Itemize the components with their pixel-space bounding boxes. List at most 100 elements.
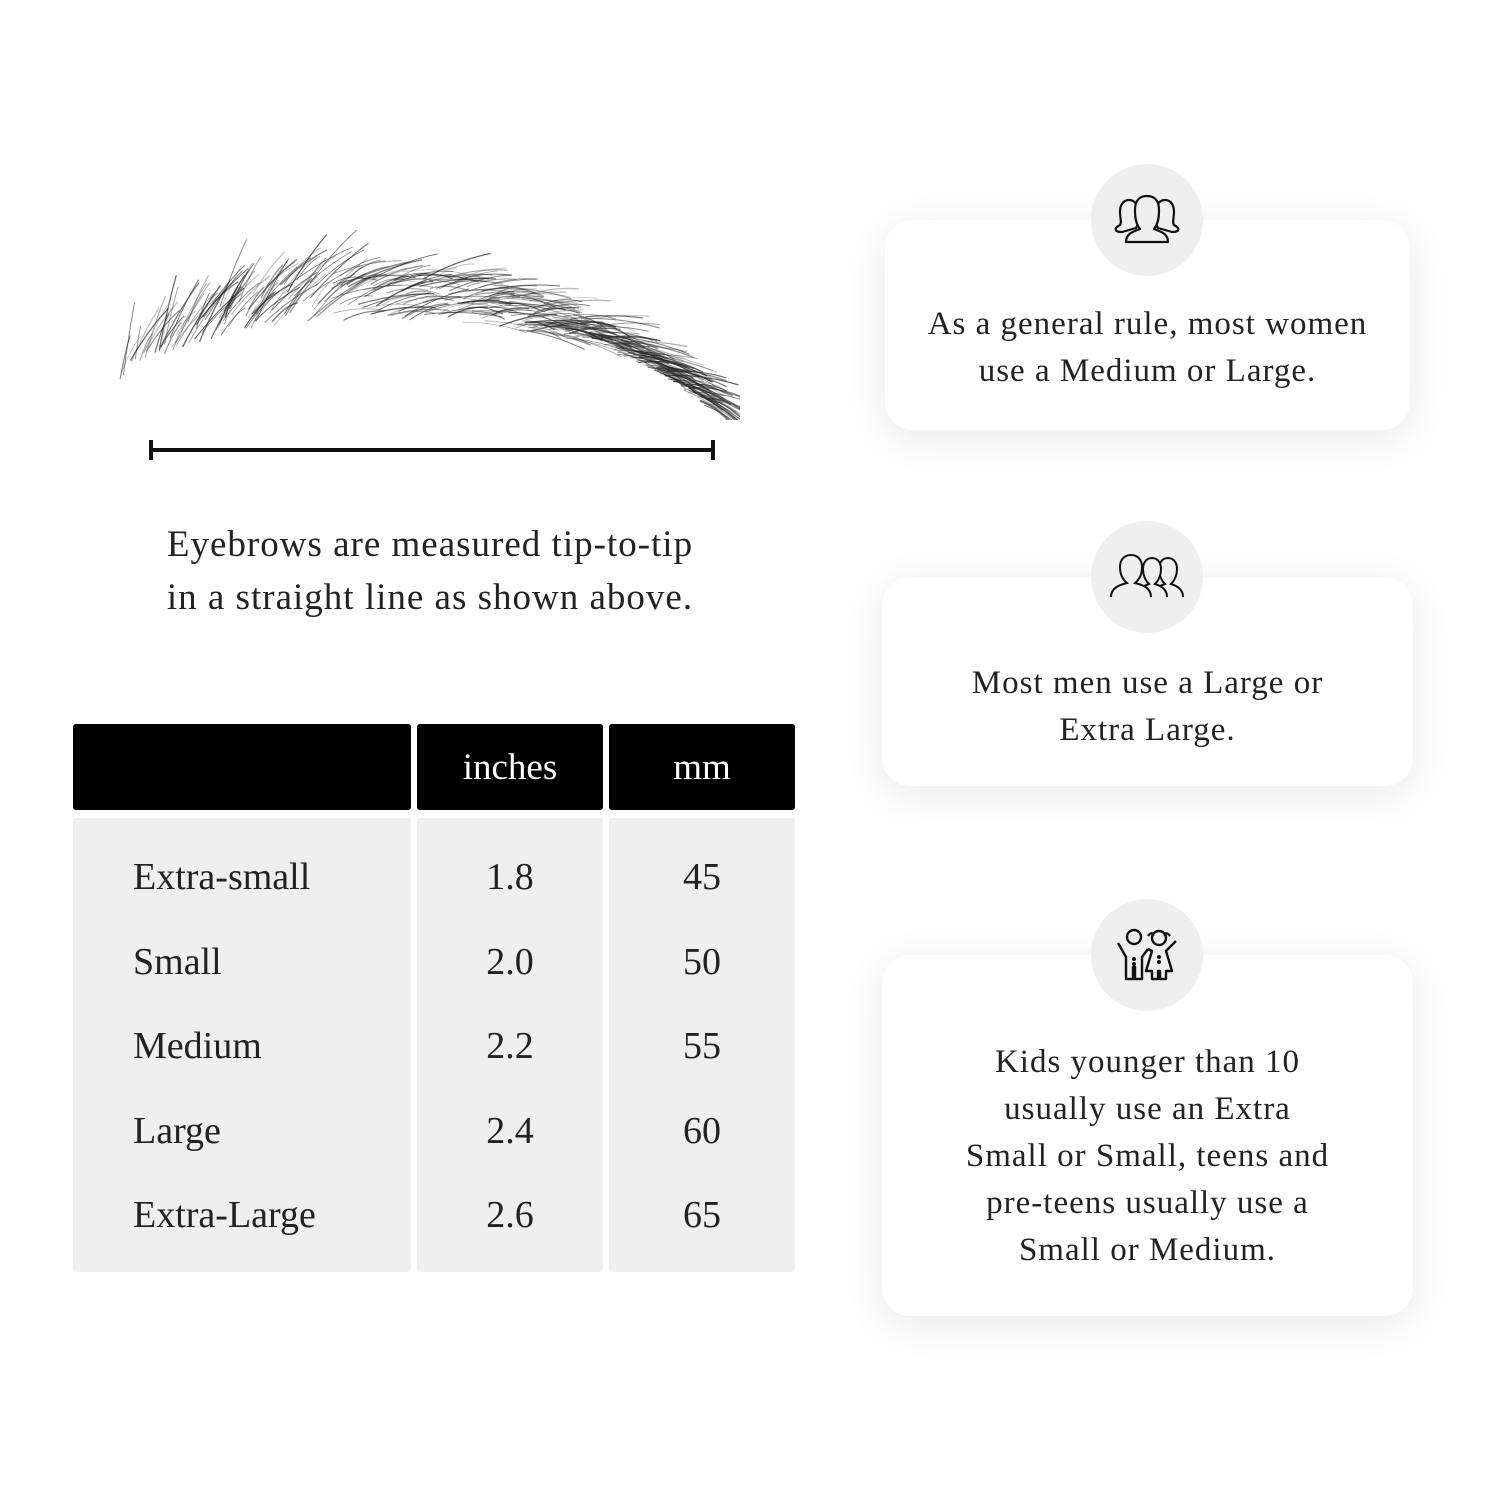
table-cell-inches: 1.8 xyxy=(486,856,534,898)
eyebrow-hair xyxy=(251,283,294,315)
eyebrow-hair xyxy=(623,342,653,354)
eyebrow-hair xyxy=(676,376,707,390)
eyebrow-hair xyxy=(701,395,738,420)
women-group-icon xyxy=(1091,164,1203,276)
eyebrow-hair xyxy=(171,288,227,348)
eyebrow-hair xyxy=(454,267,507,282)
eyebrow-hair xyxy=(647,366,692,385)
eyebrow-hair xyxy=(161,307,172,340)
eyebrow-hair xyxy=(139,333,153,361)
measurement-line xyxy=(149,440,715,460)
eyebrow-hair xyxy=(512,296,556,308)
eyebrow-hair xyxy=(704,404,733,420)
eyebrow-hair xyxy=(284,246,353,288)
eyebrow-hair xyxy=(601,336,642,356)
eyebrow-hair xyxy=(582,336,630,353)
eyebrow-hair xyxy=(230,275,271,316)
eyebrow-hair xyxy=(346,267,408,294)
eyebrow-hair xyxy=(490,291,567,303)
eyebrow-hair xyxy=(658,368,726,400)
eyebrow-hair xyxy=(377,280,417,288)
eyebrow-hair xyxy=(438,270,498,290)
eyebrow-hair xyxy=(144,295,167,358)
eyebrow-hair xyxy=(552,316,617,335)
eyebrow-hair xyxy=(510,291,544,298)
eyebrow-hair xyxy=(223,269,250,312)
mm-column xyxy=(609,818,795,1272)
eyebrow-hair xyxy=(493,304,566,316)
eyebrow-hair xyxy=(592,322,660,329)
eyebrow-hair xyxy=(441,303,472,313)
eyebrow-hair xyxy=(219,238,248,308)
eyebrow-hair xyxy=(580,317,660,329)
eyebrow-hair xyxy=(227,273,260,311)
eyebrow-hair xyxy=(129,307,169,361)
eyebrow-hair xyxy=(659,372,687,390)
eyebrow-hair xyxy=(523,287,579,297)
table-cell-size: Extra-Large xyxy=(133,1194,316,1236)
eyebrow-hair xyxy=(533,320,603,327)
eyebrow-hair xyxy=(307,276,371,322)
eyebrow-hair xyxy=(154,313,170,353)
eyebrow-hair xyxy=(220,265,242,313)
eyebrow-hair xyxy=(159,282,200,348)
eyebrow-hair xyxy=(339,295,373,305)
eyebrow-hair xyxy=(559,319,636,332)
eyebrow-hair xyxy=(463,286,510,300)
eyebrow-hair xyxy=(511,313,569,319)
eyebrow-hair xyxy=(447,306,489,318)
eyebrow-hair xyxy=(180,282,211,333)
eyebrow-hair xyxy=(617,350,667,360)
eyebrow-hair xyxy=(532,326,568,340)
eyebrow-hair xyxy=(373,278,405,287)
eyebrow-hair xyxy=(196,293,210,329)
eyebrow-hair xyxy=(680,384,724,404)
eyebrow-hair xyxy=(545,296,599,304)
eyebrow-hair xyxy=(372,253,438,280)
eyebrow-hair xyxy=(669,371,734,398)
eyebrow-hair xyxy=(254,285,286,321)
eyebrow-hair xyxy=(667,374,739,386)
eyebrow-hair xyxy=(403,273,453,291)
eyebrow-hair xyxy=(269,289,288,314)
eyebrow-hair xyxy=(402,295,443,305)
eyebrow-hair xyxy=(120,336,141,374)
table-cell-mm: 65 xyxy=(683,1194,721,1236)
eyebrow-hair xyxy=(227,291,259,328)
eyebrow-hair xyxy=(287,254,337,300)
card-text: As a general rule, most women use a Medi… xyxy=(885,301,1410,395)
eyebrow-hair xyxy=(436,277,490,289)
card-text: Most men use a Large or Extra Large. xyxy=(882,660,1413,754)
eyebrow-hair xyxy=(471,311,505,320)
eyebrow-hair xyxy=(475,292,521,298)
eyebrow-hair xyxy=(687,392,726,403)
eyebrow-hair xyxy=(238,256,262,303)
eyebrow-hair xyxy=(498,313,558,328)
caption-line: in a straight line as shown above. xyxy=(166,577,694,618)
men-group-icon xyxy=(1091,521,1203,633)
eyebrow-hair xyxy=(439,263,475,275)
eyebrow-illustration xyxy=(119,230,740,420)
eyebrow-hair xyxy=(248,290,277,319)
card-text: Kids younger than 10 usually use an Extr… xyxy=(882,1039,1413,1274)
eyebrow-hair xyxy=(611,344,644,349)
eyebrow-hair xyxy=(281,254,318,295)
eyebrow-hair xyxy=(350,259,382,278)
eyebrow-hair xyxy=(546,303,590,310)
eyebrow-hair xyxy=(481,284,560,292)
eyebrow-hair xyxy=(491,307,529,316)
eyebrow-hair xyxy=(519,329,585,350)
eyebrow-hair xyxy=(343,310,384,321)
eyebrow-hair xyxy=(252,266,298,317)
eyebrow-hair xyxy=(284,278,313,314)
eyebrow-hair xyxy=(174,283,207,343)
eyebrow-hair xyxy=(339,257,381,277)
card-line: usually use an Extra xyxy=(1004,1091,1291,1127)
eyebrow-hair xyxy=(524,321,556,331)
eyebrow-hair xyxy=(559,334,590,345)
eyebrow-hair xyxy=(332,260,402,275)
table-cell-inches: 2.6 xyxy=(486,1194,534,1236)
eyebrow-hair xyxy=(135,325,142,360)
header-size xyxy=(73,724,411,810)
eyebrow-hair xyxy=(683,389,736,420)
